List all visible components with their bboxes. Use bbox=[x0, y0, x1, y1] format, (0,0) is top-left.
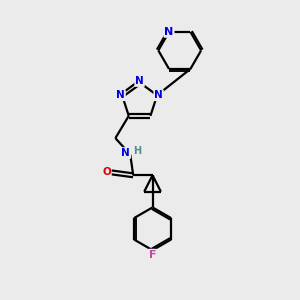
Text: N: N bbox=[164, 27, 174, 37]
Text: N: N bbox=[135, 76, 144, 86]
Text: H: H bbox=[133, 146, 141, 156]
Text: F: F bbox=[149, 250, 156, 260]
Text: N: N bbox=[154, 90, 163, 100]
Text: O: O bbox=[102, 167, 111, 177]
Text: N: N bbox=[122, 148, 130, 158]
Text: N: N bbox=[116, 90, 125, 100]
